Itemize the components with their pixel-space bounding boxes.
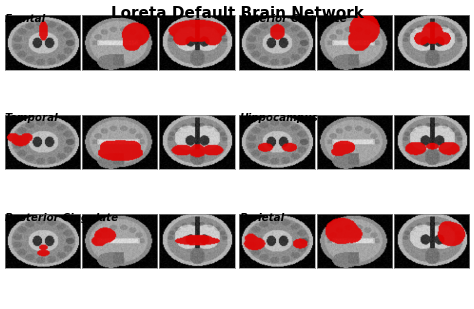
Text: Temporal: Temporal xyxy=(5,113,58,123)
Text: Loreta Default Brain Network: Loreta Default Brain Network xyxy=(110,6,364,21)
Text: Posterior Cingulate: Posterior Cingulate xyxy=(5,213,118,222)
Text: Anterior Cingulate: Anterior Cingulate xyxy=(239,14,347,24)
Text: Parietal: Parietal xyxy=(239,213,284,222)
Text: Frontal: Frontal xyxy=(5,14,46,24)
Text: Hippocampus: Hippocampus xyxy=(239,113,318,123)
